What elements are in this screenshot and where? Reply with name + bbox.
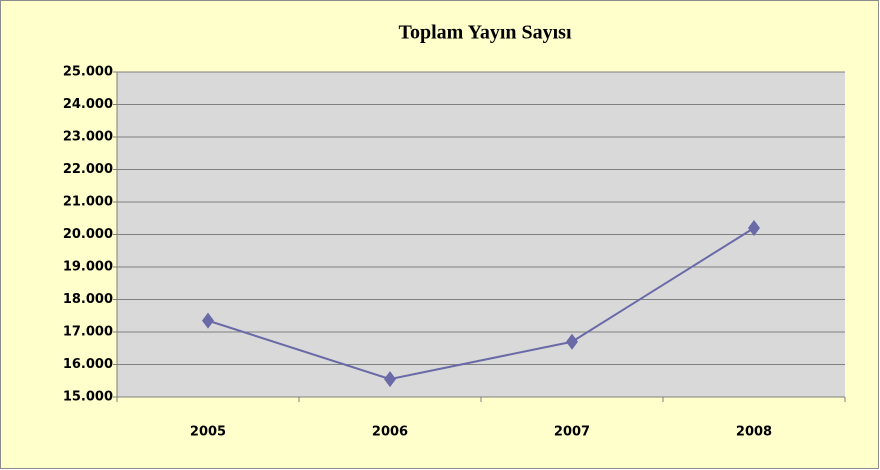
y-tick-label: 17.000 — [63, 325, 113, 340]
y-tick-label: 21.000 — [63, 195, 113, 210]
y-tick-label: 16.000 — [63, 357, 113, 372]
data-marker — [748, 220, 760, 236]
y-tick-label: 25.000 — [63, 65, 113, 80]
data-marker — [202, 312, 214, 329]
y-tick-label: 23.000 — [63, 130, 113, 145]
y-tick-label: 20.000 — [63, 227, 113, 242]
x-tick-label: 2006 — [372, 425, 408, 440]
x-tick-label: 2007 — [554, 425, 590, 440]
data-marker — [384, 371, 396, 388]
x-tick-label: 2005 — [190, 425, 226, 440]
data-marker — [566, 333, 578, 350]
y-tick-label: 18.000 — [63, 292, 113, 307]
y-tick-label: 15.000 — [63, 390, 113, 405]
y-tick-label: 24.000 — [63, 97, 113, 112]
x-tick-label: 2008 — [736, 425, 772, 440]
y-tick-label: 19.000 — [63, 260, 113, 275]
chart-title: Toplam Yayın Sayısı — [398, 22, 571, 44]
y-tick-label: 22.000 — [63, 162, 113, 177]
data-line — [207, 227, 755, 381]
